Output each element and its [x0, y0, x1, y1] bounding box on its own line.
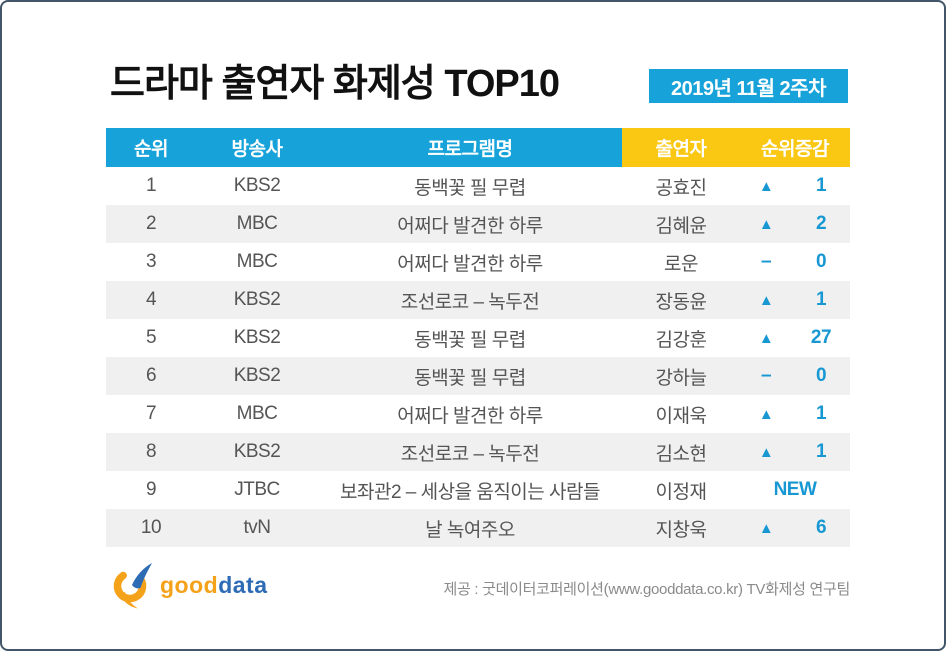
rank-cell: 2: [145, 213, 157, 234]
table-row: 7 MBC 어쩌다 발견한 하루 이재욱 ▲ 1: [106, 395, 850, 433]
rank-cell: 3: [145, 251, 157, 272]
table-row: 9 JTBC 보좌관2 – 세상을 움직이는 사람들 이정재 NEW: [106, 471, 850, 509]
cast-cell: 김혜윤: [655, 215, 707, 237]
source-credit: 제공 : 굿데이터코퍼레이션(www.gooddata.co.kr) TV화제성…: [443, 580, 851, 598]
program-cell: 조선로코 – 녹두전: [400, 291, 540, 313]
change-cell: ▲ 1: [740, 289, 850, 311]
change-value: 0: [815, 365, 827, 386]
program-cell: 어쩌다 발견한 하루: [397, 405, 543, 427]
column-header-broadcaster: 방송사: [196, 128, 318, 167]
broadcaster-cell: KBS2: [233, 327, 281, 348]
program-cell: 동백꽃 필 무렵: [414, 177, 526, 199]
program-cell: 조선로코 – 녹두전: [400, 443, 540, 465]
change-cell: ▲ 6: [740, 517, 850, 539]
change-value: 1: [815, 289, 827, 310]
rank-up-triangle-icon: ▲: [758, 519, 774, 537]
broadcaster-cell: KBS2: [233, 365, 281, 386]
broadcaster-cell: JTBC: [234, 479, 280, 500]
no-change-dash-icon: –: [760, 365, 772, 386]
rank-cell: 5: [145, 327, 157, 348]
broadcaster-cell: KBS2: [233, 441, 281, 462]
change-value: 1: [815, 175, 827, 196]
change-cell: NEW: [740, 479, 850, 501]
table-row: 3 MBC 어쩌다 발견한 하루 로운 –0: [106, 243, 850, 281]
cast-cell: 로운: [664, 253, 698, 275]
cast-cell: 강하늘: [655, 367, 707, 389]
rank-cell: 7: [145, 403, 157, 424]
broadcaster-cell: KBS2: [233, 289, 281, 310]
period-badge: 2019년 11월 2주차: [649, 69, 848, 103]
ranking-table: 순위 방송사 프로그램명 출연자 순위증감 1 KBS2 동백꽃 필 무렵 공효…: [106, 128, 850, 547]
column-header-program: 프로그램명: [318, 128, 622, 167]
gooddata-logo: gooddata: [106, 560, 268, 610]
rank-up-triangle-icon: ▲: [758, 291, 774, 309]
table-row: 6 KBS2 동백꽃 필 무렵 강하늘 –0: [106, 357, 850, 395]
gooddata-logo-icon: [113, 563, 152, 609]
cast-cell: 김소현: [655, 443, 707, 465]
table-row: 5 KBS2 동백꽃 필 무렵 김강훈 ▲ 27: [106, 319, 850, 357]
change-cell: ▲ 1: [740, 403, 850, 425]
rank-up-triangle-icon: ▲: [758, 405, 774, 423]
rank-cell: 10: [140, 517, 162, 538]
change-value: 2: [815, 213, 827, 234]
rank-cell: 6: [145, 365, 157, 386]
program-cell: 동백꽃 필 무렵: [414, 329, 526, 351]
change-cell: ▲ 27: [740, 327, 850, 349]
logo-word-data: data: [218, 571, 268, 598]
rank-up-triangle-icon: ▲: [758, 443, 774, 461]
program-cell: 어쩌다 발견한 하루: [397, 253, 543, 275]
rank-cell: 1: [145, 175, 157, 196]
broadcaster-cell: MBC: [236, 403, 278, 424]
broadcaster-cell: tvN: [243, 517, 272, 538]
table-row: 2 MBC 어쩌다 발견한 하루 김혜윤 ▲ 2: [106, 205, 850, 243]
column-header-rank: 순위: [106, 128, 196, 167]
page-title: 드라마 출연자 화제성 TOP10: [110, 63, 560, 105]
column-header-cast: 출연자: [622, 128, 740, 167]
table-header-row: 순위 방송사 프로그램명 출연자 순위증감: [106, 128, 850, 167]
rank-cell: 9: [145, 479, 157, 500]
table-body: 1 KBS2 동백꽃 필 무렵 공효진 ▲ 1 2 MBC 어쩌다 발견한 하루 …: [106, 167, 850, 547]
change-value: 1: [815, 403, 827, 424]
cast-cell: 김강훈: [655, 329, 707, 351]
change-cell: –0: [740, 365, 850, 387]
cast-cell: 이정재: [655, 481, 707, 503]
rank-cell: 8: [145, 441, 157, 462]
change-cell: –0: [740, 251, 850, 273]
gooddata-logo-text: gooddata: [160, 572, 268, 599]
broadcaster-cell: KBS2: [233, 175, 281, 196]
rank-up-triangle-icon: ▲: [758, 329, 774, 347]
program-cell: 어쩌다 발견한 하루: [397, 215, 543, 237]
change-cell: ▲ 1: [740, 441, 850, 463]
program-cell: 보좌관2 – 세상을 움직이는 사람들: [340, 481, 601, 503]
broadcaster-cell: MBC: [236, 213, 278, 234]
cast-cell: 장동윤: [655, 291, 707, 313]
footer: gooddata 제공 : 굿데이터코퍼레이션(www.gooddata.co.…: [106, 560, 850, 610]
rank-up-triangle-icon: ▲: [758, 177, 774, 195]
change-cell: ▲ 1: [740, 175, 850, 197]
change-new-badge: NEW: [773, 479, 817, 500]
cast-cell: 공효진: [655, 177, 707, 199]
logo-word-good: good: [160, 571, 219, 598]
rank-up-triangle-icon: ▲: [758, 215, 774, 233]
no-change-dash-icon: –: [760, 251, 772, 272]
rank-cell: 4: [145, 289, 157, 310]
program-cell: 날 녹여주오: [425, 519, 515, 541]
column-header-change: 순위증감: [740, 128, 850, 167]
program-cell: 동백꽃 필 무렵: [414, 367, 526, 389]
cast-cell: 지창욱: [655, 519, 707, 541]
table-row: 4 KBS2 조선로코 – 녹두전 장동윤 ▲ 1: [106, 281, 850, 319]
table-row: 1 KBS2 동백꽃 필 무렵 공효진 ▲ 1: [106, 167, 850, 205]
change-value: 1: [815, 441, 827, 462]
change-value: 0: [815, 251, 827, 272]
table-row: 10 tvN 날 녹여주오 지창욱 ▲ 6: [106, 509, 850, 547]
broadcaster-cell: MBC: [236, 251, 278, 272]
cast-cell: 이재욱: [655, 405, 707, 427]
change-value: 27: [810, 327, 832, 348]
change-value: 6: [815, 517, 827, 538]
change-cell: ▲ 2: [740, 213, 850, 235]
table-row: 8 KBS2 조선로코 – 녹두전 김소현 ▲ 1: [106, 433, 850, 471]
